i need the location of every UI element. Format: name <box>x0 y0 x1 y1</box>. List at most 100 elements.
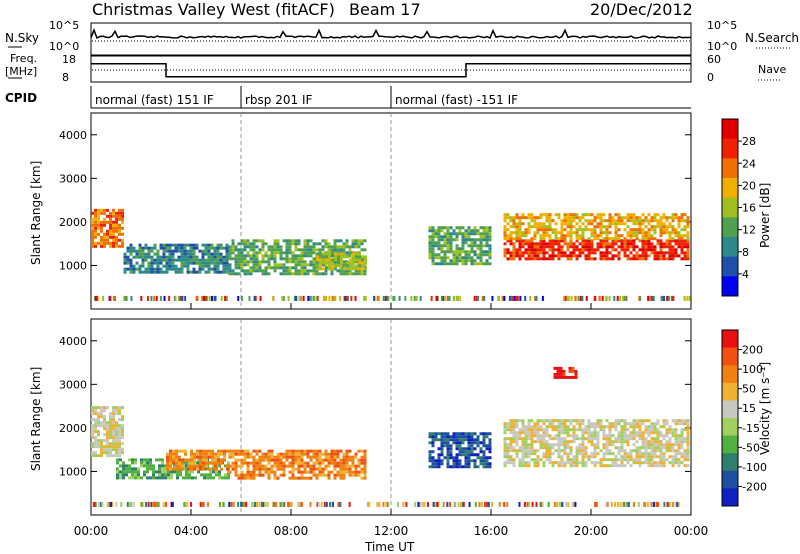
data-cell <box>632 245 636 249</box>
data-cell <box>282 266 286 270</box>
data-cell <box>578 219 582 223</box>
data-cell <box>623 422 627 426</box>
data-cell <box>659 234 663 238</box>
data-cell <box>482 235 486 239</box>
data-cell <box>560 231 564 235</box>
data-cell <box>94 214 97 218</box>
data-cell <box>461 435 465 439</box>
data-cell <box>218 476 221 480</box>
data-cell <box>488 262 492 266</box>
data-cell <box>518 219 522 223</box>
data-cell <box>385 501 388 507</box>
data-cell <box>452 238 456 242</box>
data-cell <box>258 458 262 462</box>
data-cell <box>671 458 675 462</box>
data-cell <box>440 244 444 248</box>
data-cell <box>686 431 690 435</box>
colorbar-swatch <box>722 237 738 258</box>
data-cell <box>443 250 447 254</box>
data-cell <box>261 242 265 246</box>
data-cell <box>431 438 435 442</box>
data-cell <box>207 255 211 259</box>
data-cell <box>240 470 244 474</box>
data-cell <box>333 461 337 465</box>
data-cell <box>297 452 301 456</box>
data-cell <box>331 267 334 271</box>
data-cell <box>653 228 657 232</box>
data-cell <box>255 269 259 273</box>
data-cell <box>527 216 531 220</box>
data-cell <box>548 458 552 462</box>
data-cell <box>309 251 313 255</box>
data-cell <box>515 213 519 217</box>
data-cell <box>458 259 462 263</box>
data-cell <box>623 245 627 249</box>
data-cell <box>587 213 591 217</box>
data-cell <box>440 256 444 260</box>
data-cell <box>270 254 274 258</box>
data-cell <box>333 239 337 243</box>
data-cell <box>575 239 579 243</box>
data-cell <box>297 461 301 465</box>
data-cell <box>220 449 223 453</box>
data-cell <box>339 458 343 462</box>
data-cell <box>659 443 663 447</box>
data-cell <box>623 434 627 438</box>
data-cell <box>190 464 193 468</box>
data-cell <box>638 228 642 232</box>
data-cell <box>91 226 94 230</box>
data-cell <box>605 242 609 246</box>
data-cell <box>459 295 462 301</box>
data-cell <box>428 453 432 457</box>
data-cell <box>510 295 513 301</box>
data-cell <box>339 473 343 477</box>
data-cell <box>464 447 468 451</box>
data-cell <box>202 449 205 453</box>
data-cell <box>440 259 444 263</box>
data-cell <box>348 248 352 252</box>
data-cell <box>226 464 229 468</box>
data-cell <box>668 446 672 450</box>
data-cell <box>596 431 600 435</box>
data-cell <box>629 422 633 426</box>
data-cell <box>482 238 486 242</box>
data-cell <box>530 452 534 456</box>
data-cell <box>437 226 441 230</box>
data-cell <box>119 473 122 477</box>
data-cell <box>533 231 537 235</box>
data-cell <box>530 251 534 255</box>
data-cell <box>428 247 432 251</box>
data-cell <box>602 443 606 447</box>
data-cell <box>587 437 591 441</box>
data-cell <box>443 432 447 436</box>
data-cell <box>294 242 298 246</box>
data-cell <box>644 231 648 235</box>
data-cell <box>211 452 214 456</box>
data-cell <box>575 231 579 235</box>
data-cell <box>539 251 543 255</box>
data-cell <box>109 217 112 221</box>
data-cell <box>651 295 654 301</box>
data-cell <box>181 467 184 471</box>
data-cell <box>252 245 256 249</box>
data-cell <box>207 261 211 265</box>
data-cell <box>116 470 119 474</box>
x-tick-label: 08:00 <box>274 524 309 538</box>
data-cell <box>557 440 561 444</box>
data-cell <box>455 438 459 442</box>
data-cell <box>551 464 555 468</box>
data-cell <box>155 295 158 301</box>
data-cell <box>626 257 630 261</box>
data-cell <box>458 465 462 469</box>
data-cell <box>596 225 600 229</box>
data-cell <box>128 464 131 468</box>
data-cell <box>536 419 540 423</box>
data-cell <box>515 443 519 447</box>
data-cell <box>485 238 489 242</box>
data-cell <box>575 458 579 462</box>
data-cell <box>650 461 654 465</box>
data-cell <box>348 455 352 459</box>
data-cell <box>587 455 591 459</box>
data-cell <box>261 239 265 243</box>
